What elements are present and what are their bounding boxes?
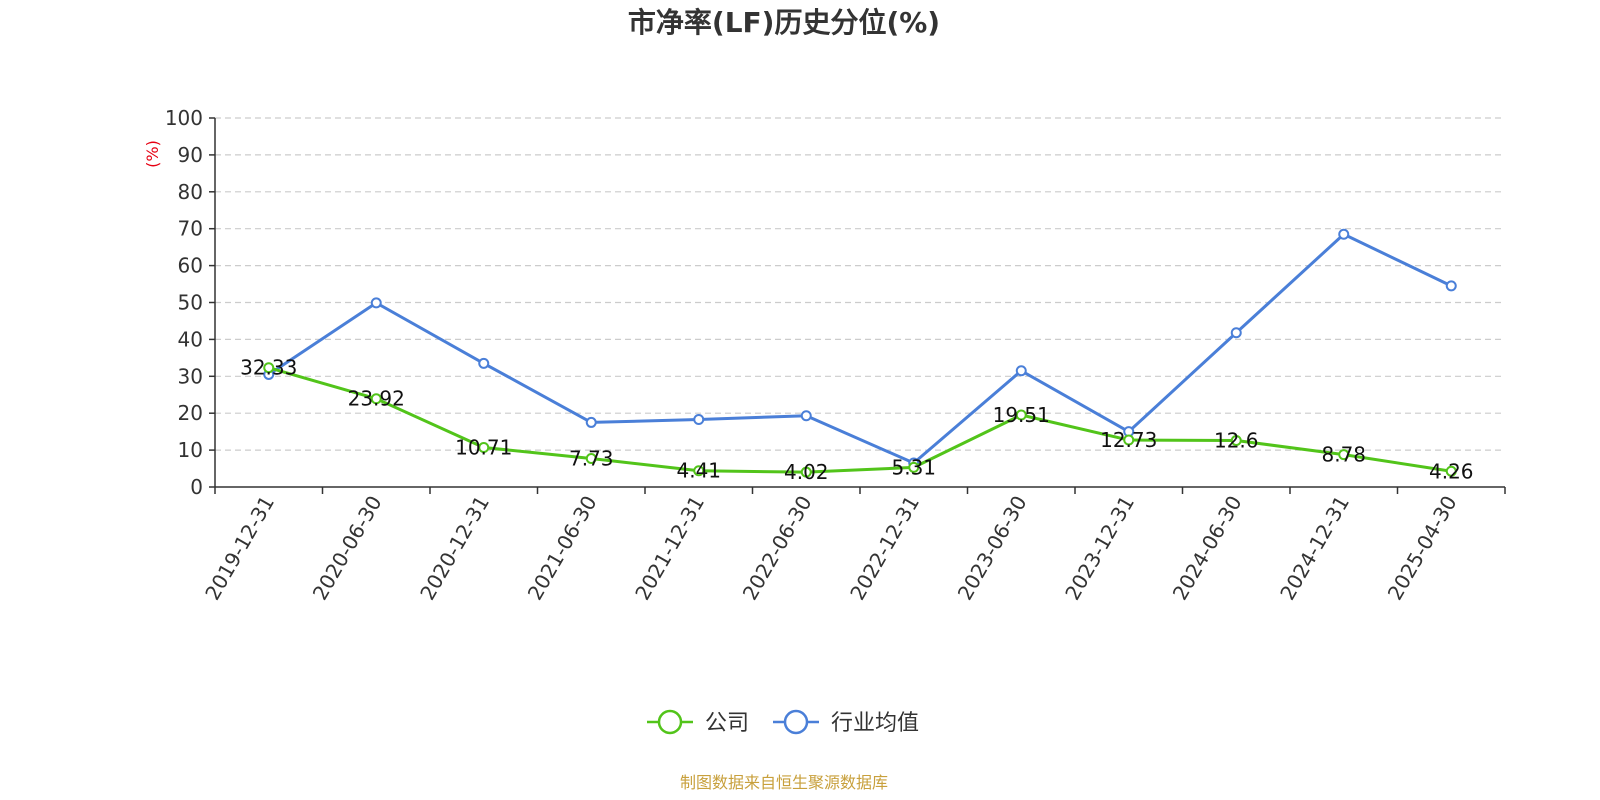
data-label: 32.33 — [240, 356, 297, 380]
data-label: 7.73 — [569, 446, 614, 470]
y-tick-label: 90 — [178, 143, 203, 167]
data-point — [1123, 434, 1135, 446]
data-point — [263, 362, 275, 374]
x-tick-label: 2022-12-31 — [845, 492, 924, 605]
x-tick-label: 2020-06-30 — [308, 492, 387, 605]
y-tick-label: 10 — [178, 438, 203, 462]
legend-label: 公司 — [705, 711, 749, 736]
x-tick-label: 2021-06-30 — [523, 492, 602, 605]
grid-lines — [215, 117, 1505, 451]
data-point — [1015, 365, 1027, 377]
data-point — [585, 416, 597, 428]
data-label: 5.31 — [891, 455, 936, 479]
data-label: 8.78 — [1321, 443, 1366, 467]
data-point — [908, 461, 920, 473]
data-label: 10.71 — [455, 435, 512, 459]
data-point — [1445, 465, 1457, 477]
y-tick-label: 70 — [178, 217, 203, 241]
x-tick-label: 2024-06-30 — [1168, 492, 1247, 605]
y-tick-label: 60 — [178, 254, 203, 278]
x-tick-label: 2025-04-30 — [1383, 492, 1462, 605]
data-point — [1230, 435, 1242, 447]
data-point — [693, 413, 705, 425]
y-tick-label: 0 — [190, 475, 203, 499]
data-point — [585, 452, 597, 464]
data-source: 制图数据来自恒生聚源数据库 — [680, 773, 888, 792]
y-tick-label: 80 — [178, 180, 203, 204]
data-point — [370, 393, 382, 405]
legend-label: 行业均值 — [831, 711, 919, 736]
x-tick-label: 2024-12-31 — [1275, 492, 1354, 605]
data-point — [693, 465, 705, 477]
chart-title: 市净率(LF)历史分位(%) — [628, 6, 940, 39]
legend-marker — [783, 709, 809, 735]
y-axis-unit: (%) — [143, 140, 162, 168]
data-point — [1445, 280, 1457, 292]
data-label: 4.41 — [676, 459, 721, 483]
data-point — [478, 357, 490, 369]
legend: 公司 行业均值 — [647, 709, 919, 736]
data-point — [1338, 449, 1350, 461]
x-tick-label: 2021-12-31 — [630, 492, 709, 605]
data-labels: 32.33 23.92 10.71 7.73 4.41 4.02 5.31 19.51 12.7… — [240, 356, 1473, 484]
series-line — [267, 232, 1452, 465]
data-point — [478, 441, 490, 453]
data-point — [370, 297, 382, 309]
x-tick-label: 2023-12-31 — [1060, 492, 1139, 605]
x-tick-label: 2023-06-30 — [953, 492, 1032, 605]
data-point — [800, 466, 812, 478]
data-point — [800, 410, 812, 422]
y-tick-label: 100 — [165, 106, 203, 130]
y-tick-label: 40 — [178, 327, 203, 351]
y-tick-label: 20 — [178, 401, 203, 425]
data-label: 4.26 — [1429, 459, 1474, 483]
axes: 0 10 20 30 40 50 60 70 80 90 100 2019-12-31 2020-06-… — [165, 106, 1506, 605]
y-tick-label: 30 — [178, 364, 203, 388]
x-tick-label: 2020-12-31 — [415, 492, 494, 605]
series-layer — [263, 228, 1457, 478]
data-point — [1338, 228, 1350, 240]
data-point — [1230, 327, 1242, 339]
x-tick-label: 2022-06-30 — [738, 492, 817, 605]
data-label: 4.02 — [784, 460, 829, 484]
series-line — [268, 366, 1452, 474]
legend-marker — [657, 709, 683, 735]
y-tick-label: 50 — [178, 291, 203, 315]
x-tick-label: 2019-12-31 — [200, 492, 279, 605]
data-label: 19.51 — [993, 403, 1050, 427]
data-label: 12.6 — [1214, 429, 1259, 453]
data-point — [1015, 409, 1027, 421]
data-label: 23.92 — [348, 387, 405, 411]
data-label: 12.73 — [1100, 428, 1157, 452]
